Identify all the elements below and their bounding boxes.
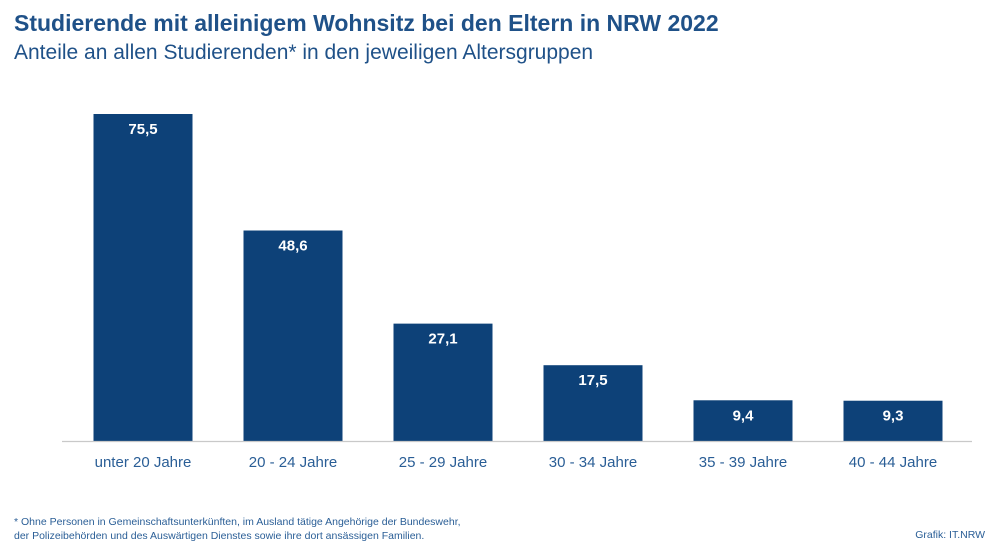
value-label-30-34-jahre: 17,5	[578, 372, 607, 389]
value-label-unter-20-jahre: 75,5	[128, 121, 157, 138]
footnote: * Ohne Personen in Gemeinschaftsunterkün…	[14, 515, 614, 543]
source-credit: Grafik: IT.NRW	[915, 529, 985, 541]
x-tick-label-20-24-jahre: 20 - 24 Jahre	[249, 454, 337, 471]
bar-20-24-jahre	[243, 230, 343, 441]
x-tick-label-25-29-jahre: 25 - 29 Jahre	[399, 454, 487, 471]
bars-group	[93, 114, 943, 441]
chart-subtitle: Anteile an allen Studierenden* in den je…	[14, 41, 594, 64]
x-tick-label-35-39-jahre: 35 - 39 Jahre	[699, 454, 787, 471]
chart-title: Studierende mit alleinigem Wohnsitz bei …	[14, 10, 719, 36]
x-tick-label-40-44-jahre: 40 - 44 Jahre	[849, 454, 937, 471]
footnote-line-1: * Ohne Personen in Gemeinschaftsunterkün…	[14, 516, 461, 528]
bar-25-29-jahre	[393, 323, 493, 441]
value-labels-group: 75,5 48,6 27,1 17,5 9,4 9,3	[128, 121, 903, 425]
value-label-40-44-jahre: 9,3	[883, 408, 904, 425]
x-tick-label-30-34-jahre: 30 - 34 Jahre	[549, 454, 637, 471]
value-label-35-39-jahre: 9,4	[733, 407, 755, 424]
bar-35-39-jahre	[693, 400, 793, 441]
bar-30-34-jahre	[543, 365, 643, 441]
footnote-line-2: der Polizeibehörden und des Auswärtigen …	[14, 530, 425, 542]
bar-unter-20-jahre	[93, 114, 193, 441]
x-tick-labels-group: unter 20 Jahre 20 - 24 Jahre 25 - 29 Jahre…	[95, 454, 938, 471]
bar-40-44-jahre	[843, 400, 943, 441]
value-label-25-29-jahre: 27,1	[428, 331, 457, 348]
value-label-20-24-jahre: 48,6	[278, 238, 307, 255]
x-tick-label-unter-20-jahre: unter 20 Jahre	[95, 454, 192, 471]
